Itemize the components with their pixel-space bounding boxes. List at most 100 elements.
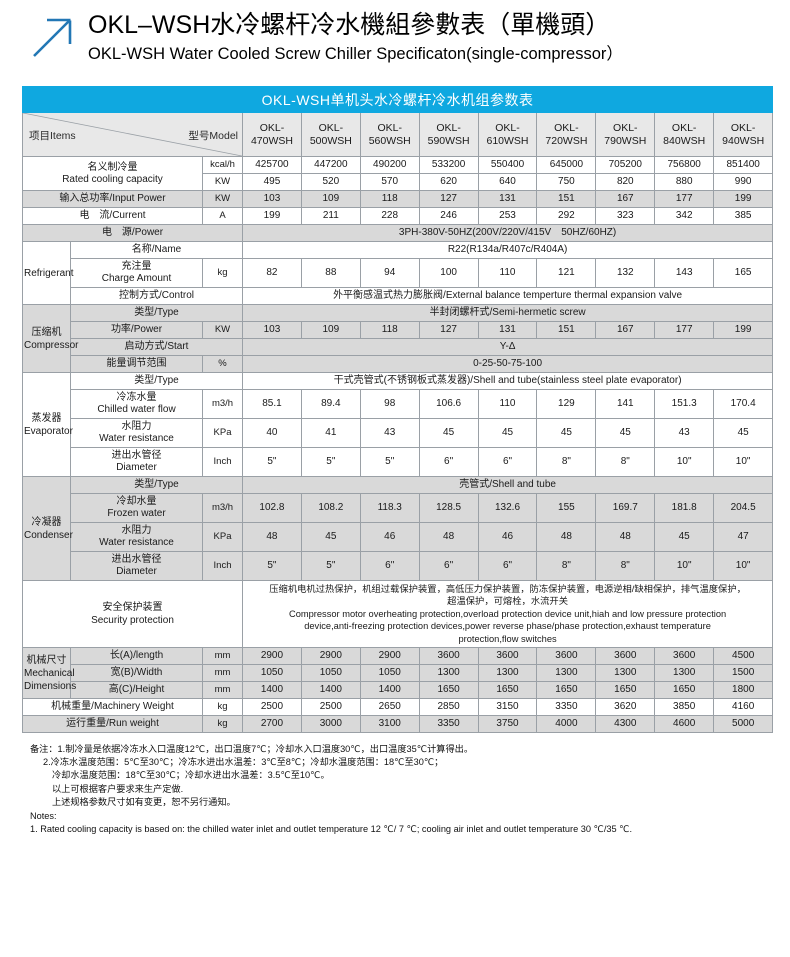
group-label-en-1: Mechanical	[24, 667, 75, 679]
row-label-en: Security protection	[91, 615, 174, 627]
unit-cell: Inch	[202, 447, 243, 477]
data-cell-evaporator-type: 干式壳管式(不锈钢板式蒸发器)/Shell and tube(stainless…	[241, 372, 774, 390]
model-column-header: OKL-500WSH	[300, 112, 361, 157]
data-cell: 1050	[359, 664, 420, 683]
table-row: 冷却水量 Frozen water m3/h 102.8 108.2 118.3…	[23, 493, 774, 523]
data-cell: 1650	[654, 681, 715, 700]
data-cell: 3850	[654, 698, 715, 717]
unit-cell: kg	[202, 715, 243, 734]
data-cell: 45	[477, 418, 538, 448]
data-cell: 2900	[359, 647, 420, 666]
row-label-en: Water resistance	[99, 537, 174, 548]
data-cell: 110	[477, 389, 538, 419]
data-cell: 98	[359, 389, 420, 419]
note-line-1: 备注：1.制冷量是依据冷冻水入口温度12℃，出口温度7℃；冷却水入口温度30℃，…	[30, 744, 474, 755]
data-cell: 1050	[300, 664, 361, 683]
data-cell: 108.2	[300, 493, 361, 523]
data-cell: 45	[713, 418, 774, 448]
row-label-refrigerant-control: 控制方式/Control	[70, 287, 243, 305]
group-label-en: Evaporator	[24, 425, 73, 437]
data-cell: 1400	[359, 681, 420, 700]
unit-cell: KPa	[202, 418, 243, 448]
row-label-evaporator-type: 类型/Type	[70, 372, 243, 390]
group-label-dimensions: 机械尺寸 Mechanical Dimensions	[22, 647, 77, 700]
data-cell: 8"	[536, 551, 597, 581]
data-cell: 5"	[300, 551, 361, 581]
table-row: 水阻力 Water resistance KPa 40 41 43 45 45 …	[23, 418, 774, 448]
row-label-en: Charge Amount	[101, 273, 172, 284]
notes-section: 备注：1.制冷量是依据冷冻水入口温度12℃，出口温度7℃；冷却水入口温度30℃，…	[0, 733, 790, 836]
data-cell: 41	[300, 418, 361, 448]
row-label-machinery-weight: 机械重量/Machinery Weight	[22, 698, 203, 717]
data-cell: 1650	[536, 681, 597, 700]
model-column-header: OKL-560WSH	[359, 112, 420, 157]
data-cell: 5"	[359, 447, 420, 477]
data-cell: 3600	[418, 647, 479, 666]
data-cell: 3600	[477, 647, 538, 666]
data-cell: 170.4	[713, 389, 774, 419]
row-label-charge-amount: 充注量 Charge Amount	[70, 258, 203, 288]
data-cell: 4500	[713, 647, 774, 666]
row-label-cn: 充注量	[121, 261, 152, 272]
note-line-3: 冷却水温度范围：18℃至30℃；冷却水进出水温差：3.5℃至10℃。	[52, 770, 330, 781]
data-cell: 121	[536, 258, 597, 288]
row-label-condenser-resistance: 水阻力 Water resistance	[70, 522, 203, 552]
group-label-condenser: 冷凝器 Condenser	[22, 476, 73, 581]
table-row: 冷冻水量 Chilled water flow m3/h 85.1 89.4 9…	[23, 389, 774, 419]
data-cell: 118	[359, 321, 420, 339]
data-cell: 620	[418, 173, 479, 191]
data-cell: 550400	[477, 156, 538, 174]
row-label-capacity-range: 能量调节范围	[70, 355, 203, 373]
row-label-cn: 名义制冷量	[87, 161, 138, 173]
row-label-width: 宽(B)/Width	[70, 664, 203, 683]
data-cell: 5"	[300, 447, 361, 477]
data-cell: 1300	[477, 664, 538, 683]
row-label-cn: 进出水管径	[111, 554, 162, 565]
items-label: 项目Items	[29, 130, 76, 142]
data-cell: 1300	[654, 664, 715, 683]
spec-table-container: OKL-WSH单机头水冷螺杆冷水机组参数表 项目Items 型号Model OK…	[0, 78, 790, 734]
row-label-compressor-power: 功率/Power	[70, 321, 203, 339]
table-banner: OKL-WSH单机头水冷螺杆冷水机组参数表	[21, 86, 774, 113]
table-banner-row: OKL-WSH单机头水冷螺杆冷水机组参数表	[21, 86, 774, 113]
unit-cell: kg	[202, 258, 243, 288]
row-label-cn: 进出水管径	[111, 450, 162, 461]
row-label-en: Chilled water flow	[97, 404, 176, 415]
data-cell: 2900	[242, 647, 302, 666]
data-cell: 2700	[242, 715, 302, 734]
data-cell: 94	[359, 258, 420, 288]
model-column-header: OKL-470WSH	[242, 112, 302, 157]
title-block: OKL–WSH水冷螺杆冷水機組參數表（單機頭） OKL-WSH Water Co…	[80, 8, 623, 65]
data-cell: 3000	[300, 715, 361, 734]
row-label-evaporator-resistance: 水阻力 Water resistance	[70, 418, 203, 448]
data-cell: 10"	[654, 551, 715, 581]
data-cell: 46	[477, 522, 538, 552]
table-row: 冷凝器 Condenser 类型/Type 壳管式/Shell and tube	[22, 476, 774, 581]
row-label-power-supply: 电 源/Power	[22, 224, 243, 242]
data-cell: 5"	[242, 447, 302, 477]
data-cell: 3600	[654, 647, 715, 666]
note-line-4: 以上可根据客户要求来生产定做.	[52, 783, 184, 794]
data-cell: 141	[595, 389, 656, 419]
table-row: 功率/Power KW 103 109 118 127 131 151 167 …	[23, 321, 774, 339]
data-cell: 3600	[536, 647, 597, 666]
data-cell: 2500	[300, 698, 361, 717]
data-cell: 2850	[418, 698, 479, 717]
data-cell: 520	[300, 173, 361, 191]
group-label-en-2: Dimensions	[24, 680, 77, 692]
table-row: 名义制冷量 Rated cooling capacity kcal/h 4257…	[22, 156, 774, 191]
row-label-en: Rated cooling capacity	[62, 173, 163, 185]
data-cell: 45	[300, 522, 361, 552]
data-cell: 3750	[477, 715, 538, 734]
row-label-cn: 安全保护装置	[102, 602, 163, 614]
row-label-chilled-water-flow: 冷冻水量 Chilled water flow	[70, 389, 203, 419]
page-title-cn: OKL–WSH水冷螺杆冷水機組參數表（單機頭）	[88, 11, 611, 39]
security-text-cn-2: 超温保护，可熔栓，水流开关	[447, 596, 569, 607]
data-cell: 447200	[300, 156, 361, 174]
row-label-current: 电 流/Current	[22, 207, 203, 225]
data-cell: 490200	[359, 156, 420, 174]
data-cell: 3150	[477, 698, 538, 717]
data-cell: 705200	[595, 156, 656, 174]
model-column-header: OKL-590WSH	[418, 112, 479, 157]
data-cell: 6"	[359, 551, 420, 581]
